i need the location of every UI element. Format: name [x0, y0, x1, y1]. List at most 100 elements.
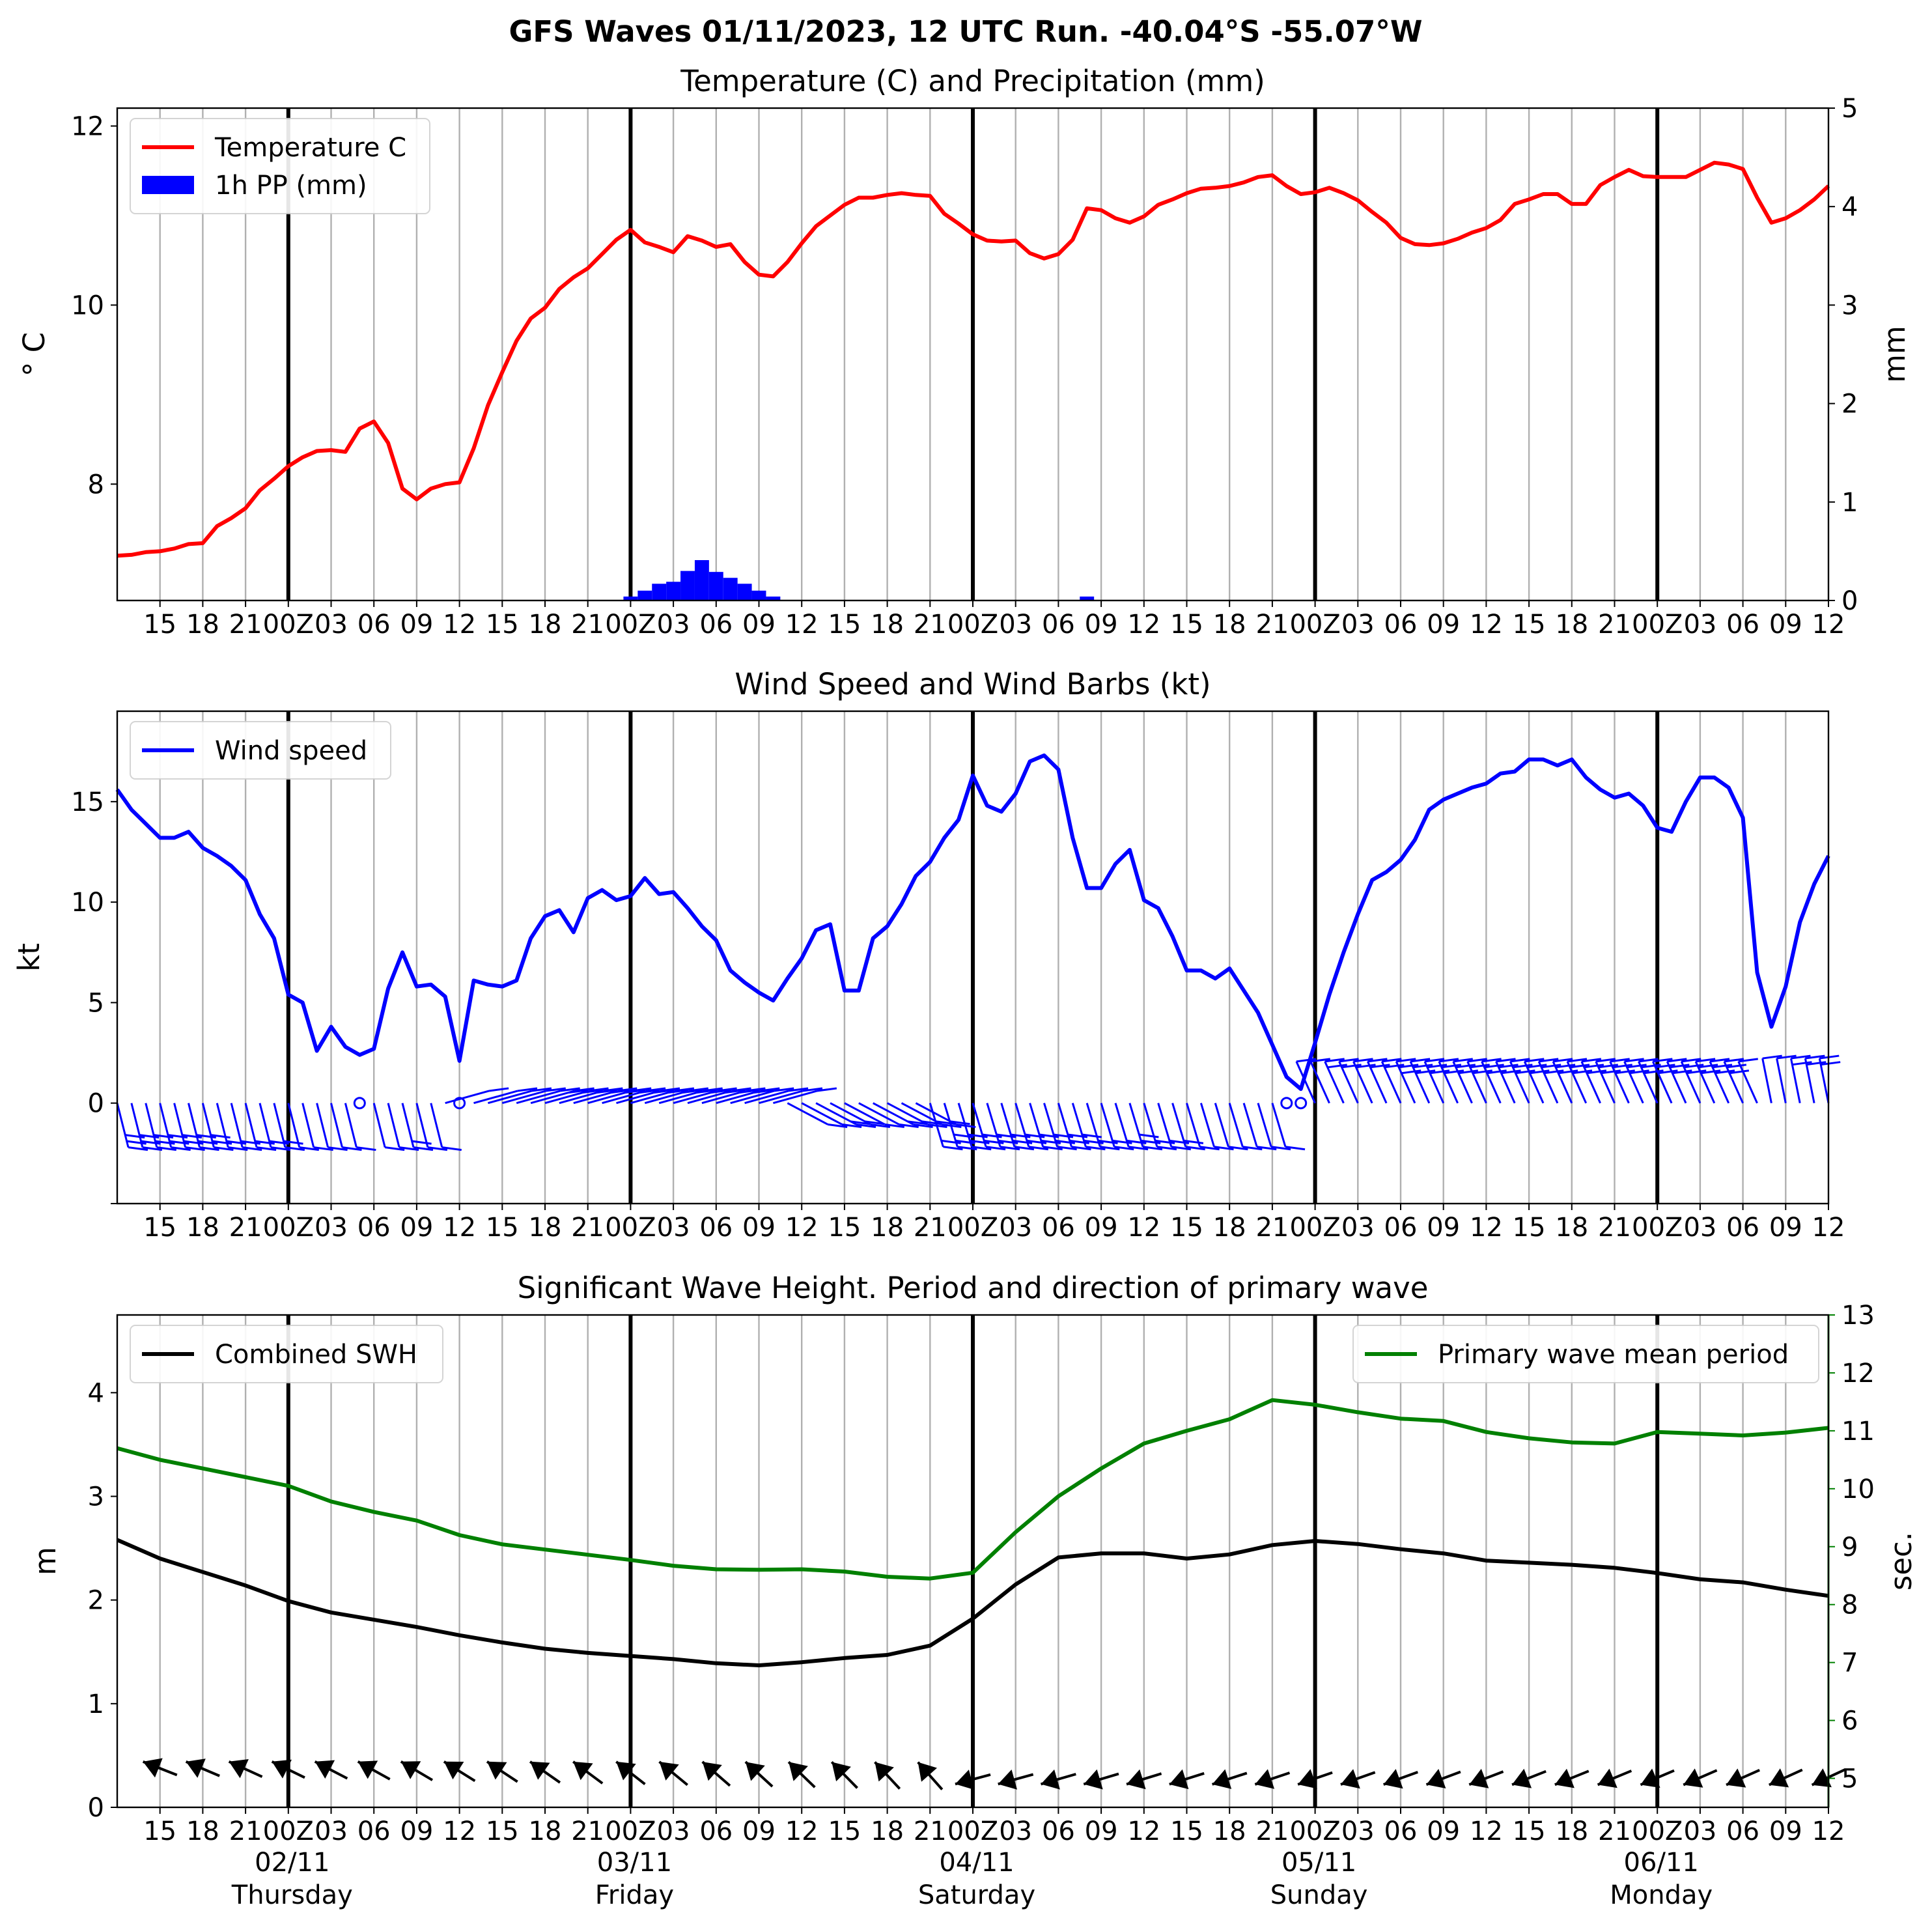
- wind-barb: [1114, 1103, 1130, 1148]
- wind-barb: [801, 1102, 843, 1125]
- x-tick-label: 12: [1812, 610, 1845, 640]
- x-tick-label: 00Z: [947, 1816, 998, 1846]
- wind-barb-feather: [568, 1089, 589, 1094]
- x-tick-label: 18: [186, 1213, 219, 1243]
- x-tick-label: 03: [1683, 1213, 1716, 1243]
- wind-barb-feather: [517, 1087, 538, 1092]
- x-tick-label: 21: [1255, 610, 1289, 640]
- wind-barb-feather: [611, 1089, 632, 1094]
- x-tick-label: 09: [742, 1213, 776, 1243]
- wind-barb-feather: [596, 1089, 617, 1094]
- wind-barb-feather: [827, 1123, 848, 1128]
- y2-tick-label: 12: [1841, 1359, 1875, 1389]
- wind-barb-feather: [1712, 1064, 1733, 1069]
- wind-barb: [559, 1090, 604, 1105]
- wind-barb: [1367, 1061, 1388, 1104]
- wind-barb-feather: [1586, 1069, 1607, 1075]
- wind-barb-feather: [1510, 1058, 1530, 1063]
- wind-barb: [815, 1102, 857, 1125]
- wave-direction-arrowhead: [917, 1762, 937, 1782]
- x-tick-label: 09: [400, 1213, 433, 1243]
- wave-direction-arrowhead: [315, 1760, 335, 1779]
- x-tick-label: 06: [1384, 1213, 1418, 1243]
- wind-barb-feather: [639, 1089, 660, 1094]
- x-tick-label: 06: [699, 1213, 733, 1243]
- x-tick-label: 03: [315, 1213, 348, 1243]
- wind-barb: [730, 1090, 775, 1105]
- y2-tick-label: 8: [1841, 1590, 1858, 1620]
- wind-barb: [957, 1103, 973, 1148]
- x-tick-label: 09: [1427, 610, 1460, 640]
- wind-barb: [1566, 1061, 1588, 1104]
- wind-barb: [1776, 1058, 1787, 1104]
- wind-barb: [516, 1090, 561, 1105]
- wind-barb-feather: [356, 1146, 376, 1151]
- temperature-precip-panel: Temperature (C) and Precipitation (mm)15…: [17, 64, 1912, 640]
- wind-barb-feather: [1498, 1064, 1519, 1069]
- wind-barb-feather: [1424, 1058, 1445, 1063]
- wind-barb: [644, 1090, 690, 1105]
- wind-barb-feather: [171, 1146, 191, 1151]
- y2-tick-label: 10: [1841, 1475, 1875, 1504]
- legend-box: [130, 1325, 443, 1383]
- wave-direction-arrowhead: [1640, 1768, 1660, 1788]
- wind-barb-feather: [1139, 1133, 1159, 1138]
- wind-barb-calm: [453, 1097, 466, 1110]
- x-tick-label: 21: [571, 610, 604, 640]
- wind-barb: [1790, 1058, 1801, 1104]
- x-tick-label: 18: [186, 610, 219, 640]
- wind-barb: [1228, 1103, 1244, 1148]
- x-tick-label: 18: [529, 1816, 562, 1846]
- x-tick-label: 00Z: [947, 1213, 998, 1243]
- legend-label: 1h PP (mm): [215, 171, 367, 201]
- wind-barb-feather: [1100, 1146, 1120, 1151]
- x-tick-label: 03: [315, 1816, 348, 1846]
- x-tick-label: 15: [486, 1213, 519, 1243]
- y-tick-label: 10: [71, 888, 104, 918]
- wind-barb-feather: [240, 1140, 260, 1145]
- x-tick-label: 15: [828, 610, 861, 640]
- wind-barb: [1271, 1103, 1287, 1148]
- wind-barb: [673, 1090, 718, 1105]
- wind-barb-feather: [1395, 1058, 1416, 1063]
- wave-direction-arrowhead: [1597, 1768, 1617, 1788]
- wind-barb: [1818, 1058, 1830, 1104]
- wind-barb-feather: [1776, 1054, 1797, 1060]
- x-tick-label: 09: [1085, 1213, 1118, 1243]
- x-tick-label: 06: [699, 1816, 733, 1846]
- wind-barb: [1352, 1061, 1373, 1104]
- y2-tick-label: 5: [1841, 1764, 1858, 1794]
- wind-barb-feather: [488, 1087, 509, 1092]
- wind-barb-feather: [1112, 1139, 1132, 1144]
- wind-barb: [116, 1103, 130, 1148]
- x-tick-label: 15: [143, 1213, 176, 1243]
- wind-barb-feather: [985, 1146, 1006, 1151]
- wave-direction-arrowhead: [1127, 1769, 1146, 1790]
- x-tick-label: 09: [1085, 610, 1118, 640]
- wind-barb: [630, 1090, 675, 1105]
- x-tick-label: 00Z: [263, 1213, 314, 1243]
- wind-barb-feather: [1487, 1069, 1507, 1075]
- x-tick-label: 12: [1812, 1816, 1845, 1846]
- y2-tick-label: 0: [1841, 586, 1858, 616]
- wind-barb: [1324, 1061, 1345, 1104]
- x-tick-label: 03: [999, 1213, 1032, 1243]
- wind-barb-feather: [1053, 1133, 1074, 1138]
- wind-barb-feather: [1041, 1139, 1061, 1144]
- x-tick-label: 15: [143, 1816, 176, 1846]
- x-tick-label: 21: [571, 1213, 604, 1243]
- wind-barb-feather: [1806, 1061, 1827, 1066]
- x-tick-label: 06: [1726, 610, 1759, 640]
- wind-barb: [1043, 1103, 1059, 1148]
- x-tick-label: 09: [1769, 1816, 1802, 1846]
- wind-barb-feather: [1738, 1058, 1758, 1063]
- wind-barb-feather: [1228, 1146, 1248, 1151]
- wind-barb-feather: [1820, 1061, 1841, 1066]
- wind-barb-feather: [582, 1089, 603, 1094]
- x-tick-label: 00Z: [1289, 610, 1340, 640]
- weekday-label: Thursday: [231, 1880, 353, 1910]
- wind-barb: [130, 1103, 144, 1148]
- x-tick-label: 18: [1213, 1213, 1246, 1243]
- x-tick-label: 15: [828, 1816, 861, 1846]
- wind-barb-feather: [196, 1134, 216, 1139]
